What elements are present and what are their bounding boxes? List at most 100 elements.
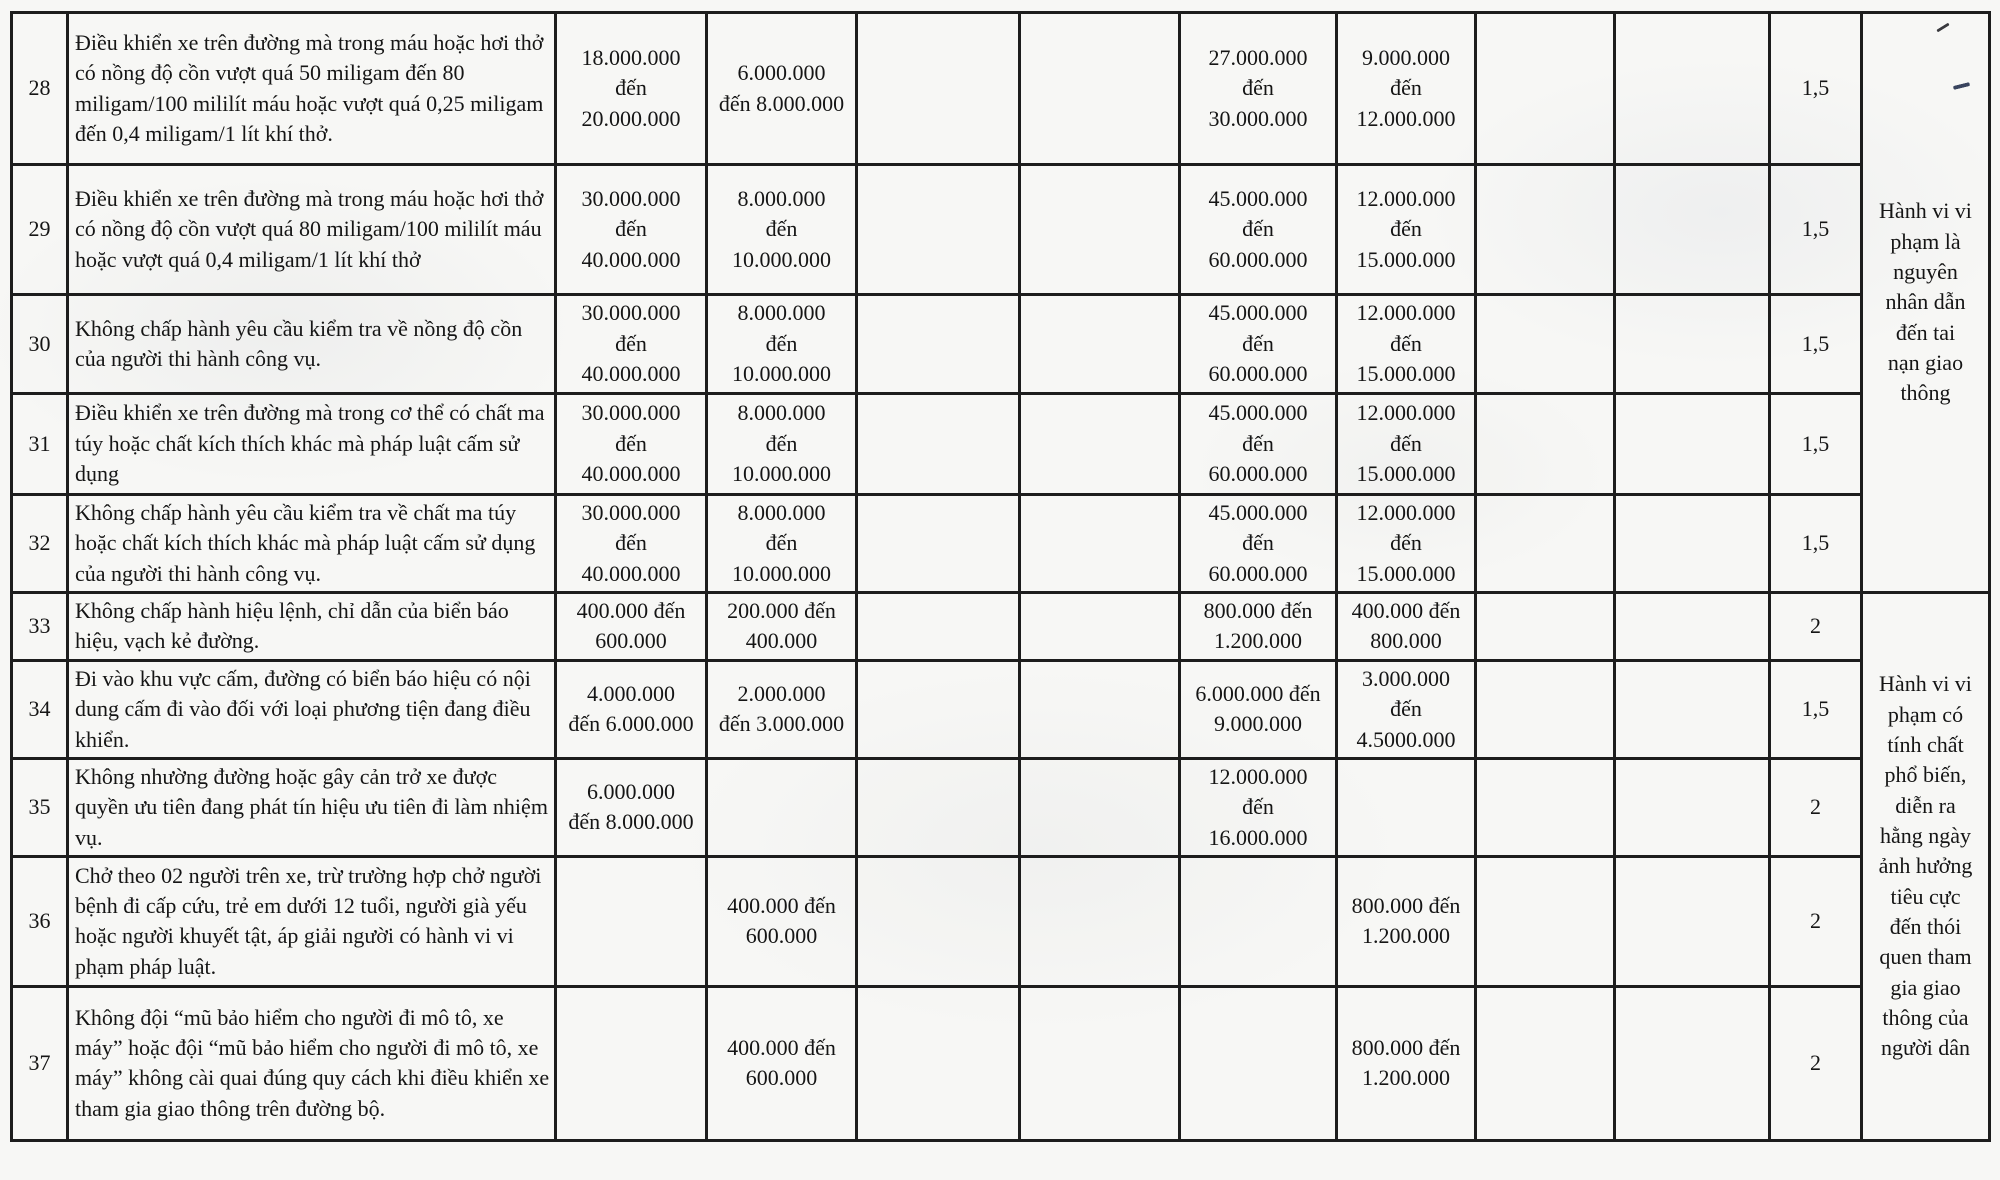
- fine-range-cell: [855, 11, 1021, 166]
- remark-cell: Hành vi vi phạm là nguyên nhân dẫn đến t…: [1860, 10, 1991, 595]
- fine-range-cell: [855, 984, 1021, 1142]
- fine-range-cell: 800.000 đến 1.200.000: [1335, 984, 1477, 1142]
- fine-range-cell: 12.000.000 đến 16.000.000: [1178, 756, 1338, 858]
- fine-range-cell: [1613, 756, 1771, 858]
- fine-range-cell: 8.000.000 đến 10.000.000: [705, 392, 858, 496]
- multiplier-cell: 2: [1768, 756, 1863, 858]
- violation-description: Không chấp hành yêu cầu kiểm tra về chất…: [66, 492, 557, 595]
- fine-range-cell: 18.000.000 đến 20.000.000: [554, 11, 708, 166]
- multiplier-cell: 2: [1768, 854, 1863, 988]
- multiplier-cell: 1,5: [1768, 293, 1863, 395]
- fine-range-cell: 200.000 đến 400.000: [705, 591, 858, 662]
- fine-range-cell: [1474, 492, 1616, 595]
- row-number: 32: [10, 492, 69, 595]
- fine-range-cell: 30.000.000 đến 40.000.000: [554, 492, 708, 595]
- fine-range-cell: 6.000.000 đến 9.000.000: [1178, 658, 1338, 760]
- table-row: 33 Không chấp hành hiệu lệnh, chỉ dẫn củ…: [10, 591, 1991, 1142]
- violation-description: Không nhường đường hoặc gây cản trở xe đ…: [66, 756, 557, 858]
- fine-range-cell: 45.000.000 đến 60.000.000: [1178, 163, 1338, 296]
- multiplier-cell: 1,5: [1768, 163, 1863, 296]
- fine-range-cell: [1613, 854, 1771, 988]
- table-row: 30 Không chấp hành yêu cầu kiểm tra về n…: [10, 293, 1990, 395]
- fine-range-cell: [1474, 854, 1616, 988]
- fine-range-cell: [855, 392, 1021, 496]
- fine-range-cell: [1474, 163, 1616, 296]
- fine-range-cell: [855, 293, 1021, 395]
- fine-range-cell: [1018, 658, 1181, 760]
- fine-range-cell: [1613, 658, 1771, 760]
- fine-range-cell: 12.000.000 đến 15.000.000: [1335, 492, 1477, 595]
- fine-range-cell: [1474, 756, 1616, 858]
- violation-description: Điều khiển xe trên đường mà trong cơ thể…: [66, 392, 557, 496]
- fine-range-cell: [1335, 756, 1477, 858]
- fine-range-cell: 4.000.000 đến 6.000.000: [554, 658, 708, 760]
- row-number: 29: [10, 163, 69, 296]
- row-number: 35: [10, 756, 69, 858]
- row-number: 28: [10, 11, 69, 166]
- fine-range-cell: [1613, 163, 1771, 296]
- violation-description: Không chấp hành yêu cầu kiểm tra về nồng…: [66, 293, 557, 395]
- fine-range-cell: 27.000.000 đến 30.000.000: [1178, 11, 1338, 166]
- fine-range-cell: [1474, 984, 1616, 1142]
- row-number: 30: [10, 293, 69, 395]
- fine-range-cell: [1018, 591, 1181, 662]
- fine-range-cell: [855, 163, 1021, 296]
- fine-range-cell: [1613, 11, 1771, 166]
- fine-range-cell: [1018, 854, 1181, 988]
- fine-range-cell: 800.000 đến 1.200.000: [1335, 854, 1477, 988]
- fine-range-cell: [1474, 591, 1616, 662]
- fine-range-cell: 9.000.000 đến 12.000.000: [1335, 11, 1477, 166]
- fine-range-cell: [1613, 984, 1771, 1142]
- fine-range-cell: [554, 984, 708, 1142]
- row-number: 33: [10, 591, 69, 662]
- multiplier-cell: 1,5: [1768, 11, 1863, 166]
- table-row: 28 Điều khiển xe trên đường mà trong máu…: [10, 10, 1991, 595]
- fine-range-cell: [1178, 854, 1338, 988]
- table-row: 29 Điều khiển xe trên đường mà trong máu…: [10, 163, 1990, 296]
- fine-range-cell: [1018, 756, 1181, 858]
- multiplier-cell: 1,5: [1768, 492, 1863, 595]
- fine-range-cell: 8.000.000 đến 10.000.000: [705, 163, 858, 296]
- multiplier-cell: 2: [1768, 591, 1863, 662]
- fine-range-cell: 3.000.000 đến 4.5000.000: [1335, 658, 1477, 760]
- fine-range-cell: 45.000.000 đến 60.000.000: [1178, 392, 1338, 496]
- violation-description: Đi vào khu vực cấm, đường có biển báo hi…: [66, 658, 557, 760]
- fine-range-cell: 2.000.000 đến 3.000.000: [705, 658, 858, 760]
- fine-range-cell: [1474, 392, 1616, 496]
- fine-range-cell: [1474, 658, 1616, 760]
- fine-range-cell: 8.000.000 đến 10.000.000: [705, 492, 858, 595]
- fine-range-cell: [1178, 984, 1338, 1142]
- fine-range-cell: 12.000.000 đến 15.000.000: [1335, 392, 1477, 496]
- violation-description: Điều khiển xe trên đường mà trong máu ho…: [66, 11, 557, 166]
- multiplier-cell: 1,5: [1768, 658, 1863, 760]
- fine-range-cell: [554, 854, 708, 988]
- fine-range-cell: [705, 756, 858, 858]
- fine-range-cell: [1474, 293, 1616, 395]
- fine-range-cell: [855, 591, 1021, 662]
- violation-fines-table: 28 Điều khiển xe trên đường mà trong máu…: [10, 10, 1991, 1142]
- violation-description: Không chấp hành hiệu lệnh, chỉ dẫn của b…: [66, 591, 557, 662]
- fine-range-cell: [1018, 11, 1181, 166]
- violation-description: Chở theo 02 người trên xe, trừ trường hợ…: [66, 854, 557, 988]
- fine-range-cell: [1474, 11, 1616, 166]
- table-row: 37 Không đội “mũ bảo hiểm cho người đi m…: [10, 984, 1990, 1142]
- table-row: 36 Chở theo 02 người trên xe, trừ trường…: [10, 854, 1990, 988]
- fine-range-cell: [855, 492, 1021, 595]
- fine-range-cell: [1613, 591, 1771, 662]
- fine-range-cell: [855, 756, 1021, 858]
- fine-range-cell: 30.000.000 đến 40.000.000: [554, 293, 708, 395]
- row-number: 34: [10, 658, 69, 760]
- violation-description: Không đội “mũ bảo hiểm cho người đi mô t…: [66, 984, 557, 1142]
- row-number: 37: [10, 984, 69, 1142]
- fine-range-cell: 800.000 đến 1.200.000: [1178, 591, 1338, 662]
- fine-range-cell: 8.000.000 đến 10.000.000: [705, 293, 858, 395]
- fine-range-cell: [1613, 492, 1771, 595]
- fine-range-cell: [1613, 392, 1771, 496]
- fine-range-cell: 12.000.000 đến 15.000.000: [1335, 163, 1477, 296]
- table-row: 34 Đi vào khu vực cấm, đường có biển báo…: [10, 658, 1990, 760]
- fine-range-cell: 6.000.000 đến 8.000.000: [705, 11, 858, 166]
- table-row: 35 Không nhường đường hoặc gây cản trở x…: [10, 756, 1990, 858]
- fine-range-cell: 30.000.000 đến 40.000.000: [554, 163, 708, 296]
- fine-range-cell: 400.000 đến 600.000: [705, 854, 858, 988]
- fine-range-cell: [1018, 163, 1181, 296]
